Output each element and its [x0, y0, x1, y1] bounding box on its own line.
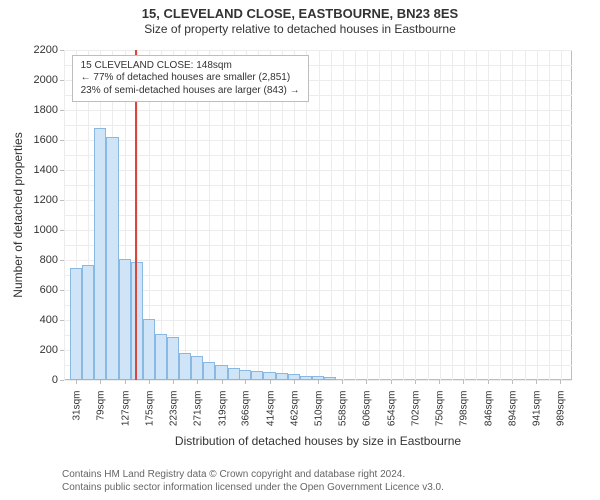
- histogram-bar: [119, 259, 131, 381]
- histogram-bar: [288, 374, 300, 380]
- grid-line-v: [537, 50, 538, 380]
- x-tick-mark: [149, 380, 150, 384]
- histogram-bar: [251, 371, 263, 380]
- x-tick-label: 702sqm: [408, 391, 421, 427]
- x-tick-label: 462sqm: [287, 391, 300, 427]
- footer-attribution: Contains HM Land Registry data © Crown c…: [62, 469, 444, 494]
- x-tick-mark: [125, 380, 126, 384]
- histogram-bar: [239, 370, 251, 381]
- y-axis-label: Number of detached properties: [11, 132, 25, 297]
- x-tick-label: 414sqm: [263, 391, 276, 427]
- x-tick-label: 798sqm: [457, 391, 470, 427]
- grid-line-v: [367, 50, 368, 380]
- x-tick-label: 223sqm: [167, 391, 180, 427]
- histogram-bar: [70, 268, 82, 381]
- x-tick-mark: [439, 380, 440, 384]
- x-tick-label: 79sqm: [94, 391, 107, 421]
- x-axis-label: Distribution of detached houses by size …: [175, 434, 461, 448]
- grid-line-v: [415, 50, 416, 380]
- x-tick-mark: [488, 380, 489, 384]
- grid-line-v: [331, 50, 332, 380]
- histogram-bar: [263, 372, 275, 380]
- histogram-bar: [324, 377, 336, 380]
- x-tick-label: 894sqm: [505, 391, 518, 427]
- x-tick-mark: [342, 380, 343, 384]
- grid-line-v: [391, 50, 392, 380]
- grid-line-v: [428, 50, 429, 380]
- x-tick-mark: [197, 380, 198, 384]
- histogram-bar: [203, 362, 215, 380]
- histogram-bar: [143, 319, 155, 381]
- histogram-bar: [300, 376, 312, 381]
- legend-box: 15 CLEVELAND CLOSE: 148sqm← 77% of detac…: [72, 55, 309, 103]
- grid-line-v: [440, 50, 441, 380]
- grid-line-v: [64, 50, 65, 380]
- legend-line: 23% of semi-detached houses are larger (…: [81, 85, 300, 98]
- histogram-bar: [191, 356, 203, 380]
- x-tick-label: 941sqm: [529, 391, 542, 427]
- x-tick-mark: [415, 380, 416, 384]
- plot-area: 0200400600800100012001400160018002000220…: [64, 50, 572, 380]
- grid-line-v: [319, 50, 320, 380]
- x-tick-label: 606sqm: [360, 391, 373, 427]
- x-tick-mark: [173, 380, 174, 384]
- grid-line-v: [343, 50, 344, 380]
- x-tick-mark: [560, 380, 561, 384]
- legend-line: 15 CLEVELAND CLOSE: 148sqm: [81, 60, 300, 73]
- x-tick-label: 558sqm: [336, 391, 349, 427]
- grid-line-v: [525, 50, 526, 380]
- x-tick-label: 989sqm: [553, 391, 566, 427]
- footer-line: Contains public sector information licen…: [62, 482, 444, 495]
- chart-title: 15, CLEVELAND CLOSE, EASTBOURNE, BN23 8E…: [0, 0, 600, 22]
- x-tick-mark: [222, 380, 223, 384]
- x-tick-mark: [318, 380, 319, 384]
- x-tick-label: 654sqm: [384, 391, 397, 427]
- grid-line-v: [488, 50, 489, 380]
- histogram-bar: [82, 265, 94, 381]
- x-tick-mark: [100, 380, 101, 384]
- histogram-bar: [312, 376, 324, 380]
- histogram-bar: [228, 368, 240, 380]
- x-tick-mark: [245, 380, 246, 384]
- x-tick-label: 510sqm: [312, 391, 325, 427]
- grid-line-v: [500, 50, 501, 380]
- histogram-bar: [276, 373, 288, 380]
- grid-line-v: [379, 50, 380, 380]
- histogram-bar: [155, 334, 167, 381]
- x-tick-mark: [76, 380, 77, 384]
- legend-line: ← 77% of detached houses are smaller (2,…: [81, 72, 300, 85]
- x-tick-label: 846sqm: [481, 391, 494, 427]
- histogram-bar: [94, 128, 106, 380]
- y-tick-mark: [60, 380, 64, 381]
- x-tick-mark: [512, 380, 513, 384]
- x-tick-label: 750sqm: [433, 391, 446, 427]
- grid-line-v: [355, 50, 356, 380]
- chart-subtitle: Size of property relative to detached ho…: [0, 22, 600, 37]
- histogram-bar: [215, 365, 227, 380]
- grid-line-v: [561, 50, 562, 380]
- grid-line-v: [403, 50, 404, 380]
- grid-line-v: [512, 50, 513, 380]
- grid-line-v: [464, 50, 465, 380]
- x-tick-label: 127sqm: [118, 391, 131, 427]
- histogram-bar: [167, 337, 179, 381]
- x-tick-mark: [366, 380, 367, 384]
- x-tick-label: 319sqm: [215, 391, 228, 427]
- x-tick-label: 271sqm: [191, 391, 204, 427]
- grid-line-v: [549, 50, 550, 380]
- x-tick-mark: [294, 380, 295, 384]
- footer-line: Contains HM Land Registry data © Crown c…: [62, 469, 444, 482]
- x-tick-mark: [463, 380, 464, 384]
- x-tick-mark: [536, 380, 537, 384]
- grid-line-v: [476, 50, 477, 380]
- chart-container: 15, CLEVELAND CLOSE, EASTBOURNE, BN23 8E…: [0, 0, 600, 500]
- histogram-bar: [106, 137, 118, 380]
- x-tick-mark: [391, 380, 392, 384]
- histogram-bar: [179, 353, 191, 380]
- grid-line-v: [452, 50, 453, 380]
- x-tick-label: 31sqm: [70, 391, 83, 421]
- x-tick-mark: [270, 380, 271, 384]
- x-tick-label: 175sqm: [142, 391, 155, 427]
- x-tick-label: 366sqm: [239, 391, 252, 427]
